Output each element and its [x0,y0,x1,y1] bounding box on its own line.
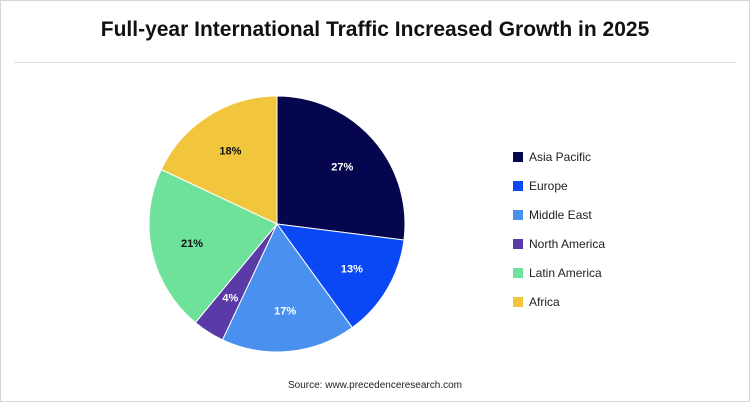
pie-slice-africa [160,95,278,225]
legend-swatch [513,209,523,220]
legend: Asia Pacific Europe Middle East North Ameri… [513,142,605,316]
data-label: 21% [181,238,203,250]
legend-label: Africa [529,294,560,309]
source-note: Source: www.precedenceresearch.com [288,380,462,391]
pie-slice-middle-east [221,223,353,353]
data-label: 27% [331,161,353,173]
legend-label: Latin America [529,265,602,280]
legend-label: Middle East [529,207,592,222]
pie-slice-europe [275,223,405,329]
legend-swatch [513,267,523,278]
legend-item: Africa [513,287,605,316]
data-label: 17% [274,306,296,318]
legend-item: Asia Pacific [513,142,605,171]
data-label: 18% [219,146,241,158]
data-label: 13% [341,263,363,275]
pie-slice-latin-america [148,168,278,324]
legend-item: Europe [513,171,605,200]
legend-label: North America [529,236,606,251]
legend-swatch [513,151,523,162]
legend-label: Asia Pacific [529,149,592,164]
legend-item: Middle East [513,200,605,229]
pie-slice-asia-pacific [276,95,406,241]
chart-title: Full-year International Traffic Increase… [100,18,650,41]
legend-swatch [513,180,523,191]
legend-swatch [513,238,523,249]
legend-swatch [513,296,523,307]
data-label: 4% [222,292,238,304]
title-divider [14,62,736,63]
legend-item: North America [513,229,605,258]
legend-label: Europe [529,178,568,193]
legend-item: Latin America [513,258,605,287]
